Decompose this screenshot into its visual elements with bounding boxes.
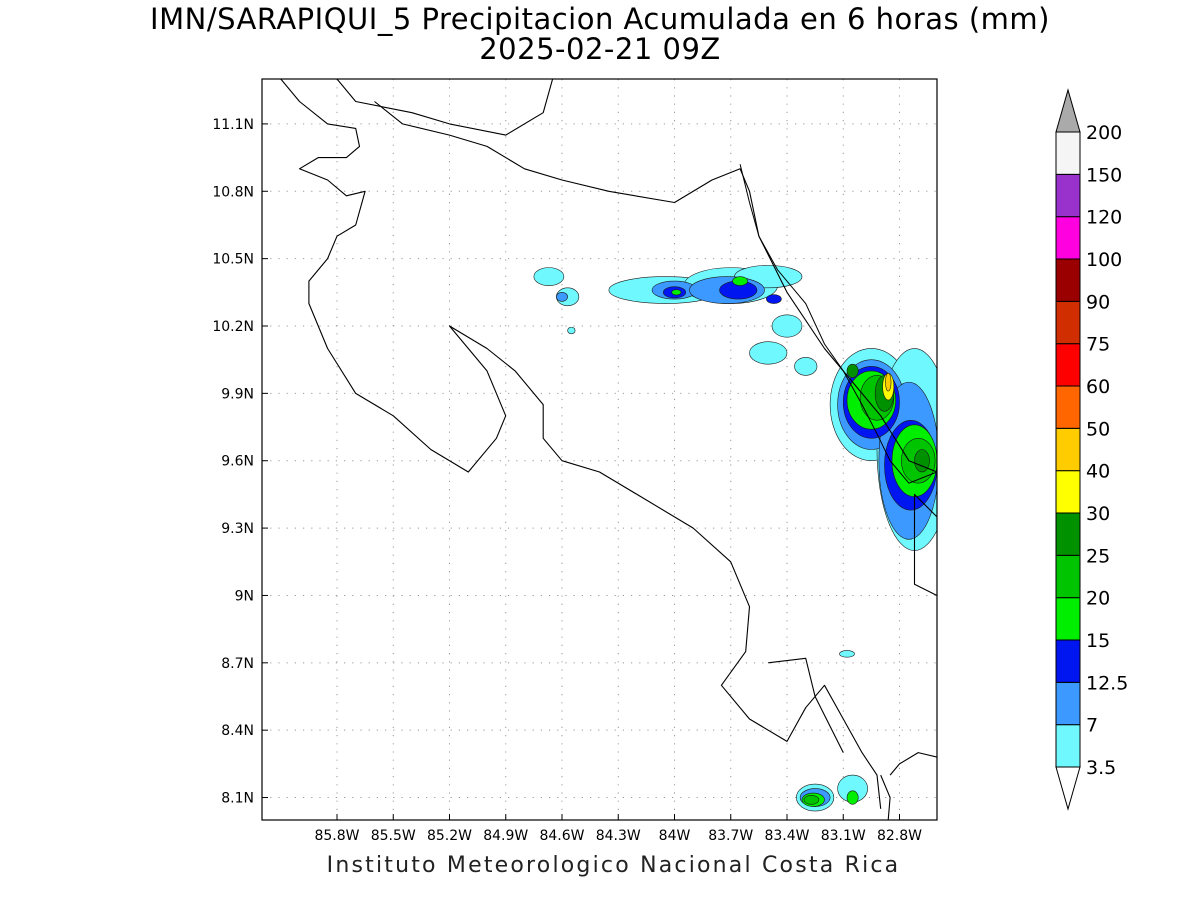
precip-contour xyxy=(846,363,859,378)
precip-contour xyxy=(839,650,855,658)
colorbar-segment xyxy=(1055,385,1081,429)
precipitation-field xyxy=(533,265,937,812)
colorbar-segment xyxy=(1055,300,1081,345)
colorbar-upper-arrow xyxy=(1055,88,1081,133)
coastlines xyxy=(280,79,937,820)
colorbar-level-label: 120 xyxy=(1086,207,1122,229)
colorbar-level-label: 100 xyxy=(1086,249,1122,271)
map-frame-background xyxy=(262,79,937,820)
lon-tick-label: 83.4W xyxy=(764,828,809,844)
lat-tick-label: 10.8N xyxy=(212,184,254,200)
colorbar-segment xyxy=(1055,258,1081,302)
precip-contour xyxy=(567,326,576,335)
colorbar-segment xyxy=(1055,681,1081,726)
lon-tick-label: 84.3W xyxy=(596,828,641,844)
colorbar-level-label: 60 xyxy=(1086,376,1110,398)
precip-contour xyxy=(766,294,782,304)
lat-tick-label: 10.5N xyxy=(212,252,254,268)
colorbar-segment xyxy=(1055,512,1081,556)
coastline xyxy=(880,774,891,820)
colorbar-lower-arrow xyxy=(1055,766,1081,811)
lon-tick-label: 85.5W xyxy=(371,828,416,844)
coastline xyxy=(913,493,937,597)
precip-contour xyxy=(533,267,565,286)
lat-tick-label: 10.2N xyxy=(212,319,254,335)
colorbar-level-label: 3.5 xyxy=(1086,757,1116,779)
colorbar-level-label: 25 xyxy=(1086,545,1110,567)
precip-contour xyxy=(803,794,820,805)
colorbar-segment xyxy=(1055,470,1081,514)
lon-tick-label: 84.6W xyxy=(539,828,584,844)
colorbar-level-label: 200 xyxy=(1086,122,1122,144)
coastline xyxy=(889,752,937,776)
lon-tick-label: 82.8W xyxy=(877,828,922,844)
lon-tick-label: 85.8W xyxy=(314,828,359,844)
coastline xyxy=(336,79,554,136)
colorbar-level-label: 12.5 xyxy=(1086,672,1128,694)
colorbar-level-label: 150 xyxy=(1086,164,1122,186)
colorbar-level-label: 7 xyxy=(1086,715,1098,737)
lat-tick-label: 11.1N xyxy=(212,117,254,133)
colorbar-level-label: 20 xyxy=(1086,588,1110,610)
colorbar-level-label: 50 xyxy=(1086,418,1110,440)
colorbar-segment xyxy=(1055,554,1081,599)
colorbar: 3.5 7 12.5 15 20 25 30 40 50 60 75 90 100 120 150 200 xyxy=(1055,88,1128,811)
lat-tick-label: 8.7N xyxy=(221,656,254,672)
precip-contour xyxy=(671,289,682,296)
colorbar-segment xyxy=(1055,131,1081,175)
colorbar-level-label: 75 xyxy=(1086,334,1110,356)
colorbar-segment xyxy=(1055,216,1081,260)
axis-tick-labels: 85.8W 85.5W 85.2W 84.9W 84.6W 84.3W 84W 83.7W 83… xyxy=(212,117,922,844)
colorbar-segment xyxy=(1055,343,1081,387)
lat-tick-label: 8.1N xyxy=(221,791,254,807)
precip-contour xyxy=(771,314,803,338)
lon-tick-label: 84W xyxy=(659,828,691,844)
lat-tick-label: 9.3N xyxy=(221,521,254,537)
precip-contour xyxy=(885,372,892,392)
lon-tick-label: 85.2W xyxy=(427,828,472,844)
map-frame xyxy=(261,78,938,821)
precip-contour xyxy=(556,292,568,302)
lon-tick-label: 84.9W xyxy=(483,828,528,844)
colorbar-segment xyxy=(1055,724,1081,768)
precip-contour xyxy=(914,449,930,473)
precip-contour xyxy=(749,341,788,365)
precip-contour xyxy=(732,276,748,286)
precip-contour xyxy=(794,357,818,376)
colorbar-segment xyxy=(1055,173,1081,218)
colorbar-segment xyxy=(1055,597,1081,641)
lat-tick-label: 9N xyxy=(235,588,254,604)
lon-tick-label: 83.7W xyxy=(708,828,753,844)
map-datetime: 2025-02-21 09Z xyxy=(479,32,721,66)
colorbar-segment xyxy=(1055,639,1081,683)
map-title: IMN/SARAPIQUI_5 Precipitacion Acumulada … xyxy=(150,2,1050,36)
colorbar-level-label: 30 xyxy=(1086,503,1110,525)
country-border xyxy=(739,164,937,484)
coastline xyxy=(374,101,937,473)
colorbar-level-label: 90 xyxy=(1086,291,1110,313)
lat-tick-label: 8.4N xyxy=(221,723,254,739)
lon-tick-label: 83.1W xyxy=(821,828,866,844)
coastline xyxy=(768,657,844,753)
colorbar-level-label: 15 xyxy=(1086,630,1110,652)
colorbar-segment xyxy=(1055,427,1081,472)
institution-footer: Instituto Meteorologico Nacional Costa R… xyxy=(326,853,901,878)
lat-tick-label: 9.6N xyxy=(221,454,254,470)
precip-contour xyxy=(846,790,859,805)
coastline xyxy=(280,79,882,809)
lat-tick-label: 9.9N xyxy=(221,386,254,402)
colorbar-level-label: 40 xyxy=(1086,461,1110,483)
